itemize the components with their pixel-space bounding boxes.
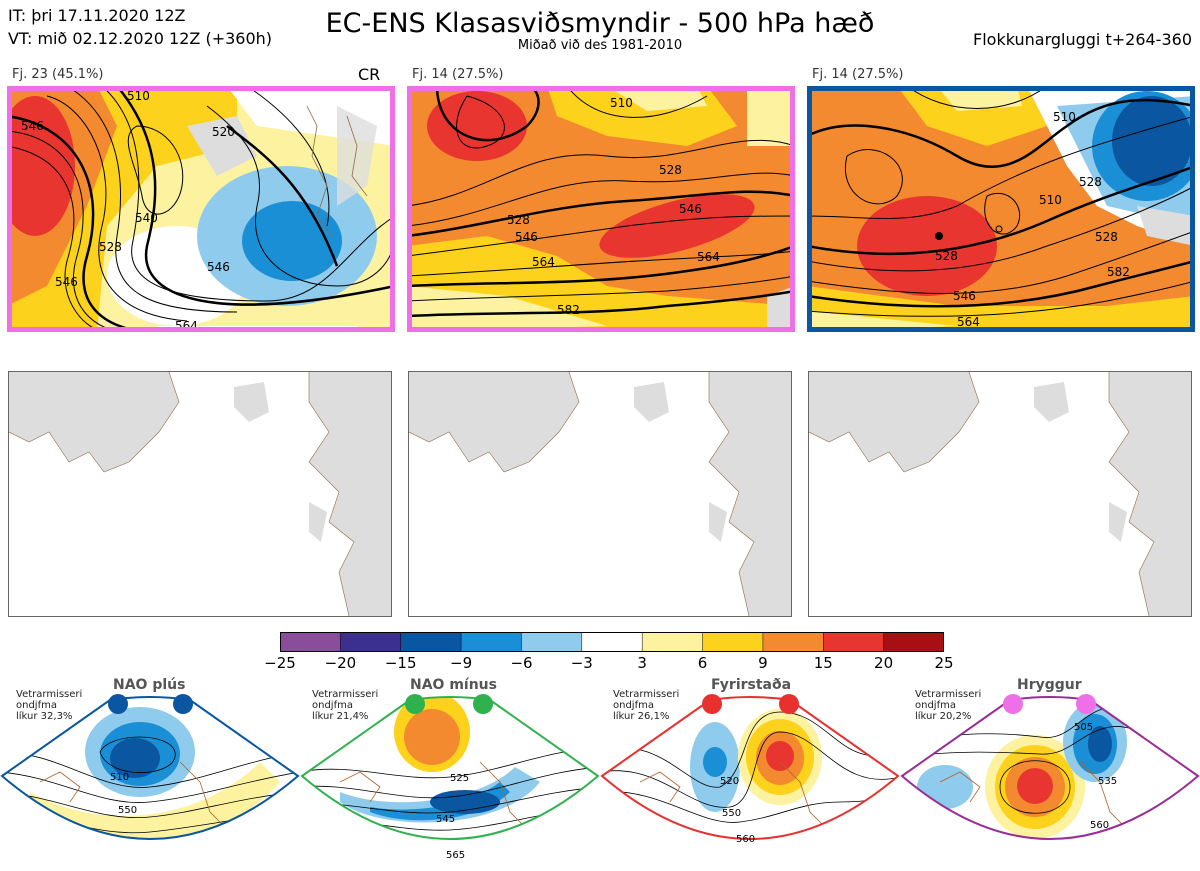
regime-4-label-505: 505	[1074, 722, 1093, 733]
c3-label-546: 546	[953, 289, 976, 303]
regime-2-label-545: 545	[436, 814, 455, 825]
c3-label-564b: 582	[1107, 265, 1130, 279]
c3-label-528b: 528	[1095, 230, 1118, 244]
c2-label-564a: 564	[532, 255, 555, 269]
colorbar-tick: 9	[758, 654, 768, 672]
regime-3-dot-left	[702, 694, 722, 714]
cluster-1-map: 546 520 540 528 546 546 564 510	[7, 86, 395, 332]
header-left: IT: þri 17.11.2020 12Z VT: mið 02.12.202…	[8, 4, 272, 50]
regime-3-label-560: 560	[736, 834, 755, 845]
c2-label-510: 510	[610, 96, 633, 110]
colorbar-cell	[279, 631, 342, 653]
cluster-1-tag: CR	[358, 65, 381, 84]
colorbar-tick: 15	[813, 654, 833, 672]
regime-1-note: Vetrarmisseri ondjfma líkur 32,3%	[16, 689, 83, 722]
cluster-2-map: 510 546 528 546 564 564 582 528	[407, 86, 795, 332]
colorbar-cell	[340, 631, 402, 653]
colorbar-tick: −25	[264, 654, 296, 672]
colorbar-cell	[581, 631, 643, 653]
colorbar-tick: −3	[570, 654, 593, 672]
cluster-2-frame	[407, 86, 795, 332]
regime-4-dot-right	[1076, 694, 1096, 714]
base-map-3	[808, 371, 1192, 617]
regime-1-label-510: 510	[110, 772, 129, 783]
regime-3-label-550: 550	[722, 808, 741, 819]
regime-4-label-535: 535	[1098, 776, 1117, 787]
cluster-1-frame	[7, 86, 395, 332]
page-title: EC-ENS Klasasviðsmyndir - 500 hPa hæð	[325, 8, 875, 39]
regime-4-dot-left	[1003, 694, 1023, 714]
regime-3-note: Vetrarmisseri ondjfma líkur 26,1%	[613, 689, 680, 722]
regime-4-label-560: 560	[1090, 820, 1109, 831]
c2-label-546b: 546	[515, 230, 538, 244]
cluster-1-label: Fj. 23 (45.1%)	[12, 67, 104, 82]
c2-label-582: 582	[557, 303, 580, 317]
c3-label-510b: 510	[1039, 193, 1062, 207]
c1-label-528: 528	[99, 240, 122, 254]
base-map-1	[8, 371, 392, 617]
c1-label-546b: 546	[55, 275, 78, 289]
colorbar-cell	[400, 631, 462, 653]
c3-label-528c: 528	[1079, 175, 1102, 189]
c1-label-546a: 546	[21, 119, 44, 133]
regime-1-map: 510 550	[0, 692, 300, 867]
colorbar	[279, 631, 945, 656]
page-subtitle: Miðað við des 1981-2010	[517, 38, 683, 53]
colorbar-tick: 20	[874, 654, 894, 672]
regime-2-note: Vetrarmisseri ondjfma líkur 21,4%	[312, 689, 379, 722]
colorbar-tick: −20	[324, 654, 357, 672]
colorbar-cell	[641, 631, 704, 653]
c3-label-564: 564	[957, 315, 980, 329]
c1-label-510: 510	[127, 89, 150, 103]
c1-label-520: 520	[212, 125, 235, 139]
colorbar-cell	[460, 631, 523, 653]
colorbar-tick: −9	[450, 654, 473, 672]
regime-2-label-565: 565	[446, 850, 465, 861]
valid-time: VT: mið 02.12.2020 12Z (+360h)	[8, 29, 273, 48]
regime-4-title: Hryggur	[1017, 677, 1082, 693]
c2-label-546a: 546	[679, 202, 702, 216]
colorbar-cell	[702, 631, 764, 653]
classification-window: Flokkunargluggi t+264-360	[973, 30, 1192, 49]
regime-1-label-550: 550	[118, 805, 137, 816]
c2-label-528b: 528	[507, 213, 530, 227]
colorbar-tick: 3	[637, 654, 647, 672]
regime-2-dot-left	[405, 694, 425, 714]
c3-label-510: 510	[1053, 110, 1076, 124]
c3-label-528: 528	[935, 249, 958, 263]
regime-2-label-525: 525	[450, 773, 469, 784]
regime-2-map: 525 545 565	[300, 692, 600, 867]
c1-label-540: 540	[135, 211, 158, 225]
colorbar-tick: −6	[510, 654, 533, 672]
cluster-3-frame	[807, 86, 1195, 332]
regime-1-dot-left	[108, 694, 128, 714]
c2-label-564b: 564	[697, 250, 720, 264]
colorbar-cell	[883, 631, 945, 653]
regime-2-dot-right	[473, 694, 493, 714]
regime-3-title: Fyrirstaða	[711, 677, 792, 693]
colorbar-cell	[823, 631, 885, 653]
cluster-3-map: 510 528 546 564 528 582 510 528	[807, 86, 1195, 332]
c2-label-528: 528	[659, 163, 682, 177]
regime-4-map: 505 535 560	[900, 692, 1200, 867]
regime-3-dot-right	[779, 694, 799, 714]
base-map-2	[408, 371, 792, 617]
colorbar-tick: −15	[384, 654, 417, 672]
regime-3-label-520: 520	[720, 776, 739, 787]
colorbar-tick: 25	[934, 654, 954, 672]
colorbar-cell	[521, 631, 583, 653]
regime-1-title: NAO plús	[113, 677, 186, 693]
init-time: IT: þri 17.11.2020 12Z	[8, 6, 186, 25]
regime-4-note: Vetrarmisseri ondjfma líkur 20,2%	[915, 689, 982, 722]
cluster-3-label: Fj. 14 (27.5%)	[812, 67, 904, 82]
c1-label-546c: 546	[207, 260, 230, 274]
colorbar-cell	[762, 631, 825, 653]
regime-2-title: NAO mínus	[410, 677, 497, 693]
colorbar-tick: 6	[697, 654, 708, 672]
regime-3-map: 520 550 560	[600, 692, 900, 867]
cluster-2-label: Fj. 14 (27.5%)	[412, 67, 504, 82]
regime-1-dot-right	[173, 694, 193, 714]
